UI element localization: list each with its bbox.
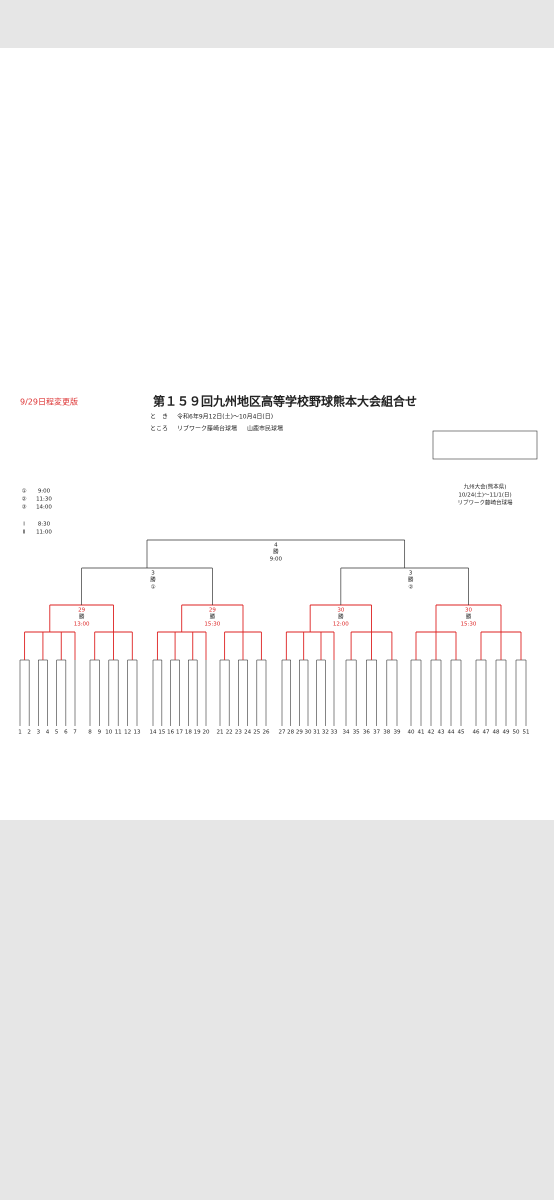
team-number: 29 (296, 730, 303, 736)
team-number: 46 (473, 730, 480, 736)
team-number: 1 (18, 730, 22, 736)
venue-label: ところ (150, 426, 168, 433)
team-number: 41 (418, 730, 425, 736)
bracket-sheet: 9/29日程変更版 第１５９回九州地区高等学校野球熊本大会組合せ と き 令和6… (0, 48, 554, 820)
team-number: 3 (37, 730, 41, 736)
team-number: 50 (513, 730, 520, 736)
team-number: 33 (331, 730, 338, 736)
team-number: 4 (46, 730, 50, 736)
venue: リブワーク藤崎台球場 (177, 425, 237, 433)
team-number: 25 (253, 730, 260, 736)
time: 9:00 (38, 489, 51, 495)
team-number: 19 (194, 730, 201, 736)
quarterfinal-label: 勝 (79, 613, 85, 621)
team-number: 49 (503, 730, 510, 736)
team-number: 5 (55, 730, 59, 736)
team-number: 2 (27, 730, 31, 736)
team-number: 17 (176, 730, 183, 736)
team-number: 27 (279, 730, 286, 736)
quarterfinal-time: 12:00 (333, 622, 349, 628)
team-number: 38 (383, 730, 390, 736)
team-number: 10 (105, 730, 112, 736)
team-number: 9 (98, 730, 102, 736)
team-number: 32 (322, 730, 329, 736)
team-number: 18 (185, 730, 192, 736)
team-number: 42 (428, 730, 435, 736)
bracket: 9/29日程変更版 第１５９回九州地区高等学校野球熊本大会組合せ と き 令和6… (18, 394, 538, 736)
team-number: 6 (64, 730, 68, 736)
time-mark: Ⅰ (23, 522, 25, 528)
date: 令和6年9月12日(土)～10月4日(日) (177, 413, 273, 421)
semifinal-game: 3 (409, 571, 413, 577)
team-number: 8 (88, 730, 92, 736)
time: 11:30 (36, 497, 52, 503)
semifinal-slot: ② (408, 584, 413, 591)
team-number: 23 (235, 730, 242, 736)
quarterfinal-game: 29 (209, 608, 216, 614)
team-number: 45 (458, 730, 465, 736)
team-number: 39 (394, 730, 401, 736)
time: 8:30 (38, 522, 51, 528)
semifinal-game: 3 (151, 571, 155, 577)
title: 第１５９回九州地区高等学校野球熊本大会組合せ (153, 394, 417, 409)
team-number: 13 (134, 730, 141, 736)
team-number: 14 (150, 730, 157, 736)
team-number: 30 (305, 730, 312, 736)
time-mark: Ⅱ (23, 530, 26, 536)
team-number: 36 (363, 730, 370, 736)
time: 14:00 (36, 505, 52, 511)
quarterfinal-game: 29 (78, 608, 85, 614)
team-number: 35 (353, 730, 360, 736)
quarterfinal-label: 勝 (466, 613, 472, 621)
kyushu-info: リブワーク藤崎台球場 (457, 499, 513, 507)
quarterfinal-label: 勝 (210, 613, 216, 621)
team-number: 26 (263, 730, 270, 736)
team-number: 22 (226, 730, 233, 736)
time-mark: ① (22, 489, 27, 495)
time: 11:00 (36, 530, 52, 536)
quarterfinal-time: 13:00 (74, 622, 90, 628)
team-number: 47 (483, 730, 490, 736)
venue: 山鹿市民球場 (247, 425, 283, 433)
quarterfinal-game: 30 (337, 608, 344, 614)
team-number: 34 (343, 730, 350, 736)
team-number: 16 (167, 730, 174, 736)
team-number: 24 (244, 730, 251, 736)
team-number: 37 (373, 730, 380, 736)
team-number: 48 (493, 730, 500, 736)
team-number: 43 (438, 730, 445, 736)
semifinal-label: 勝 (150, 576, 156, 584)
team-number: 44 (448, 730, 455, 736)
team-number: 31 (313, 730, 320, 736)
quarterfinal-label: 勝 (338, 613, 344, 621)
final-label: 勝 (273, 548, 279, 556)
semifinal-slot: ① (151, 585, 156, 591)
team-number: 21 (217, 730, 224, 736)
team-number: 15 (158, 730, 165, 736)
team-number: 12 (124, 730, 131, 736)
team-number: 11 (115, 730, 122, 736)
time-mark: ② (22, 496, 27, 503)
team-number: 7 (73, 730, 77, 736)
date-label: と き (150, 414, 168, 421)
team-number: 28 (287, 730, 294, 736)
team-number: 40 (408, 730, 415, 736)
quarterfinal-game: 30 (465, 608, 472, 614)
kyushu-info: 10/24(土)～11/1(日) (458, 491, 511, 499)
kyushu-box (432, 430, 538, 460)
semifinal-label: 勝 (408, 576, 414, 584)
version: 9/29日程変更版 (20, 397, 78, 407)
time-mark: ③ (22, 505, 27, 511)
quarterfinal-time: 15:30 (461, 622, 477, 628)
team-number: 20 (203, 730, 210, 736)
team-number: 51 (523, 730, 530, 736)
final-game: 4 (274, 543, 278, 549)
final-time: 9:00 (270, 557, 283, 563)
kyushu-info: 九州大会(熊本県) (464, 483, 507, 491)
quarterfinal-time: 15:30 (204, 622, 220, 628)
